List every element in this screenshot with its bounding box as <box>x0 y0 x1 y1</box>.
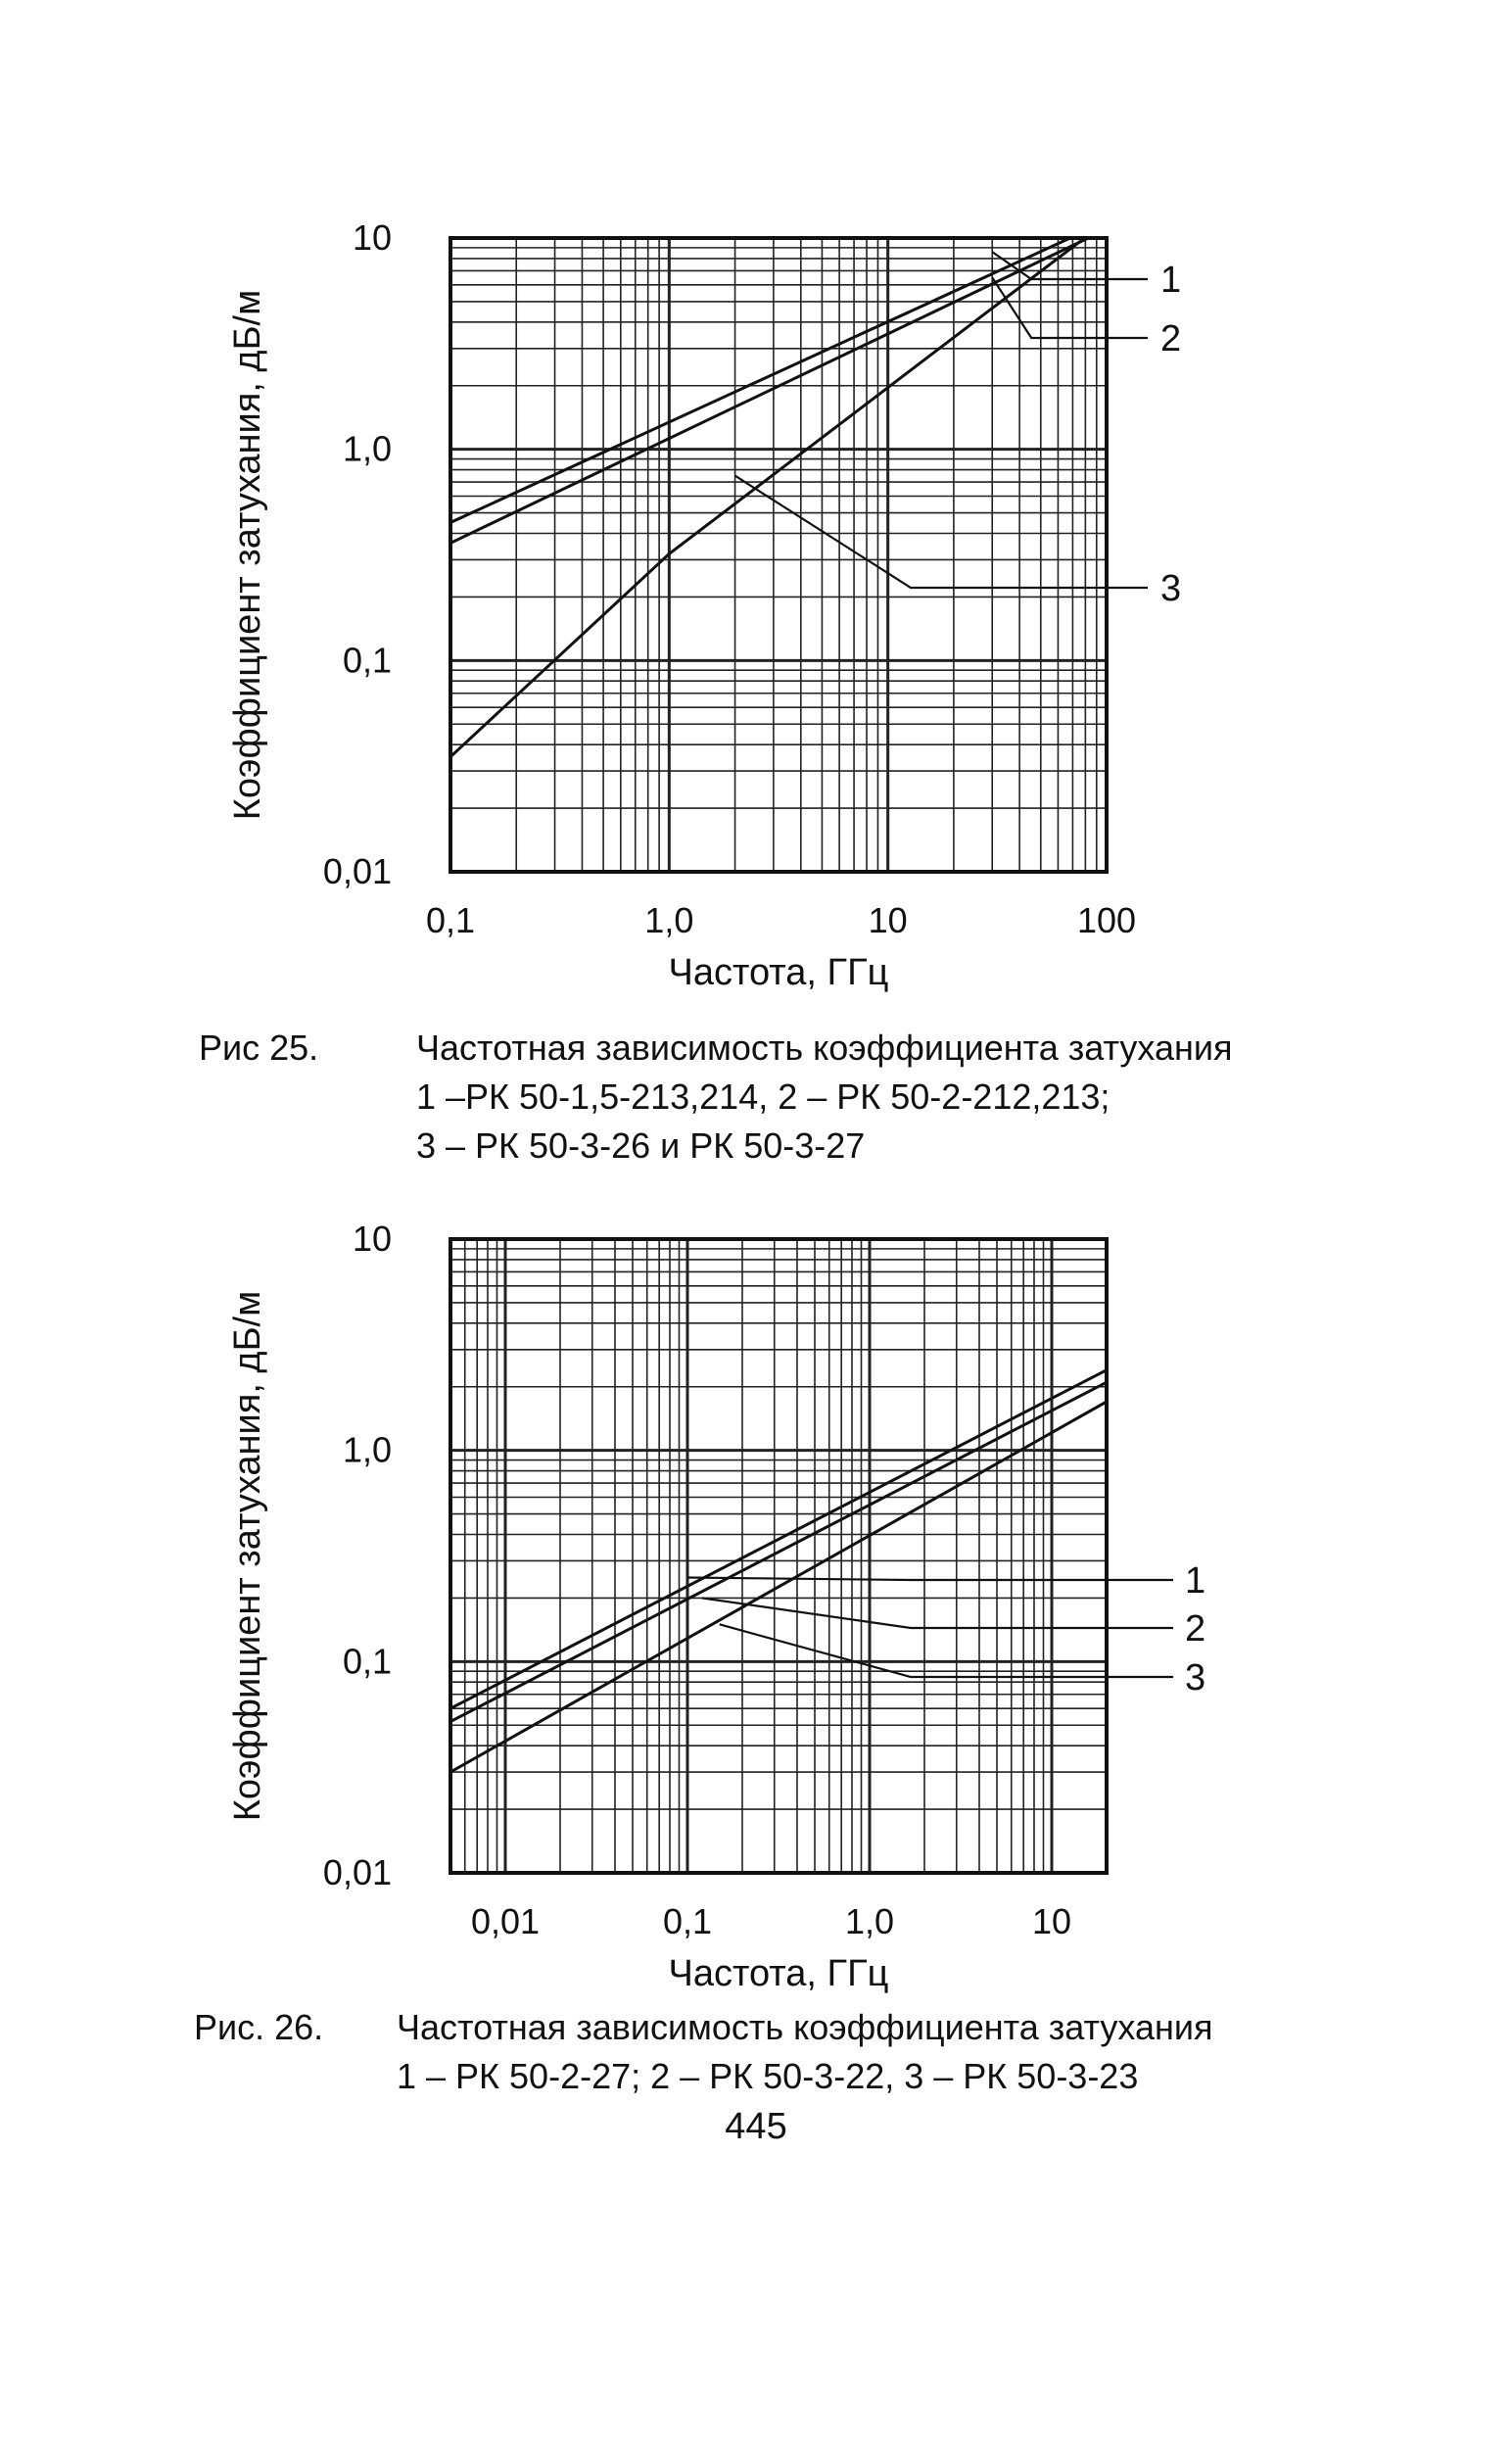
figure-25-caption-line-3: 3 – РК 50-3-26 и РК 50-3-27 <box>416 1125 866 1166</box>
figure-25-caption-label: Рис 25. <box>199 1028 319 1068</box>
figure-26-callout-1-leader <box>686 1576 1173 1582</box>
figure-26-x-tick-label: 1,0 <box>845 1901 894 1941</box>
figure-26-chart: 1 2 3 0,01 0,1 1,0 10 0,01 0,1 1,0 10 Частота, ГГц К… <box>227 1219 1205 1994</box>
figure-26-y-axis-title: Коэффициент затухания, дБ/м <box>227 1291 268 1821</box>
figure-25-callout-1-label: 1 <box>1160 260 1181 301</box>
figure-26-caption-line-2: 1 – РК 50-2-27; 2 – РК 50-3-22, 3 – РК 5… <box>397 2056 1139 2096</box>
figure-25-x-tick-label: 1,0 <box>644 900 693 940</box>
figure-25-y-tick-label: 1,0 <box>343 429 392 469</box>
figure-25-series-1-line <box>450 238 1074 524</box>
figure-26-caption-label: Рис. 26. <box>194 2007 324 2047</box>
figure-25-series-2-line <box>450 238 1092 545</box>
figure-25-plot-frame <box>449 236 1109 874</box>
figure-25-x-axis-title: Частота, ГГц <box>669 952 889 993</box>
figure-26-caption-text: Частотная зависимость коэффициента затух… <box>397 2003 1212 2101</box>
figure-26-y-tick-label: 1,0 <box>343 1430 392 1470</box>
page-number: 445 <box>725 2106 787 2147</box>
figure-25-callout-2-leader <box>991 276 1148 340</box>
figure-26-callout-1-label: 1 <box>1185 1560 1205 1602</box>
figure-25-callout-1-leader <box>991 251 1148 281</box>
figure-26-plot-frame <box>449 1237 1109 1875</box>
figure-25-series-group <box>450 238 1092 758</box>
figure-25-y-tick-label: 0,01 <box>323 851 392 891</box>
figure-26-caption-line-1: Частотная зависимость коэффициента затух… <box>397 2007 1213 2047</box>
figure-26-callout-2-leader <box>701 1597 1173 1630</box>
figure-25-callout-3-leader <box>733 474 1148 590</box>
figure-26-x-tick-label: 0,1 <box>663 1901 712 1941</box>
figure-25-y-axis-title: Коэффициент затухания, дБ/м <box>227 290 268 820</box>
figure-26-callout-3-label: 3 <box>1185 1657 1205 1698</box>
figure-25-y-tick-label: 10 <box>353 217 392 258</box>
figure-25-caption-text: Частотная зависимость коэффициента затух… <box>416 1024 1232 1171</box>
figure-26-grid <box>450 1239 1107 1873</box>
figure-25-y-tick-label: 0,1 <box>343 640 392 680</box>
figure-26-x-tick-label: 10 <box>1032 1901 1071 1941</box>
figure-25-caption-line-1: Частотная зависимость коэффициента затух… <box>416 1028 1233 1068</box>
figure-25-callout-2-label: 2 <box>1160 318 1181 359</box>
figure-26-series-3-line <box>450 1400 1107 1774</box>
figure-25-x-tick-label: 0,1 <box>426 900 475 940</box>
figure-26-x-axis-title: Частота, ГГц <box>669 1953 889 1994</box>
figure-26-callout-2-label: 2 <box>1185 1608 1205 1650</box>
figure-26-y-tick-label: 0,01 <box>323 1852 392 1892</box>
figure-26-series-1-line <box>450 1368 1107 1710</box>
figure-25-x-tick-label: 10 <box>869 900 908 940</box>
figure-25-x-tick-label: 100 <box>1077 900 1136 940</box>
figure-26-y-tick-label: 0,1 <box>343 1641 392 1681</box>
figure-26-series-2-line <box>450 1380 1107 1723</box>
figure-25-callout-3-label: 3 <box>1160 568 1181 609</box>
figure-25-caption-line-2: 1 –РК 50-1,5-213,214, 2 – РК 50-2-212,21… <box>416 1076 1110 1117</box>
figure-26-series-group <box>450 1368 1107 1774</box>
figure-25-series-3-line <box>450 238 1088 758</box>
figure-26-x-tick-label: 0,01 <box>471 1901 540 1941</box>
figure-26-callout-3-leader <box>719 1623 1173 1679</box>
figure-26-y-tick-label: 10 <box>353 1219 392 1259</box>
figure-25-grid <box>450 238 1107 872</box>
figure-25-chart: 1 2 3 0,01 0,1 1,0 10 0,1 1,0 10 100 Частота, ГГц Ко… <box>227 217 1181 993</box>
